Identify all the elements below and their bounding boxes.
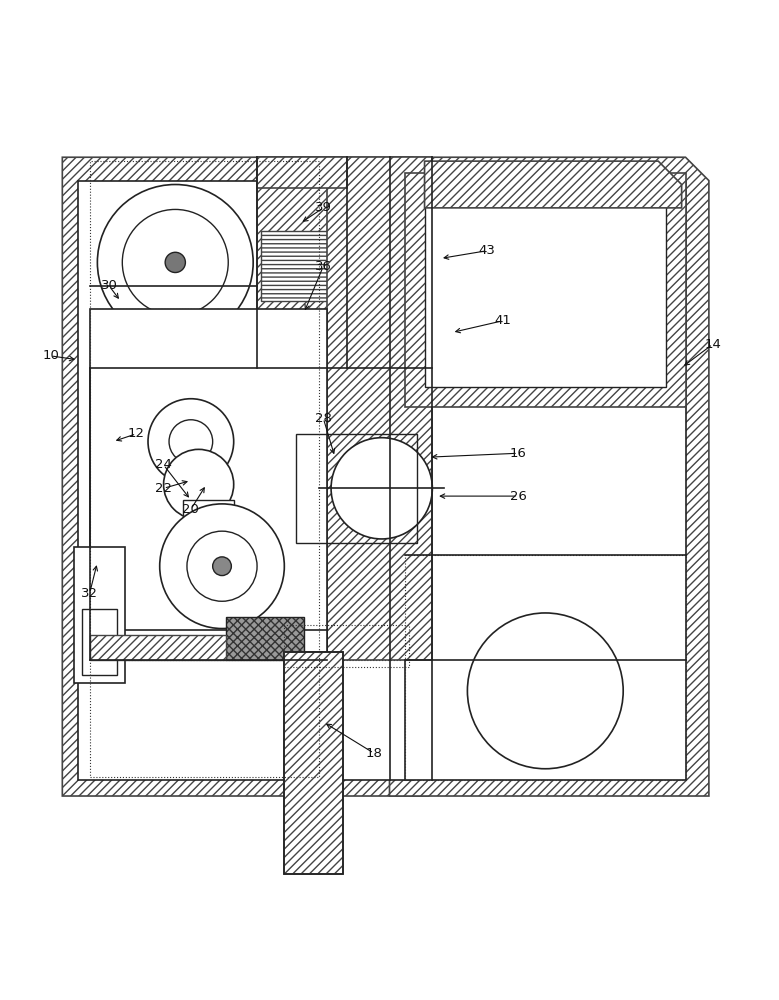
Bar — [284, 652, 343, 874]
Text: 41: 41 — [494, 314, 511, 327]
Bar — [226, 617, 304, 660]
Bar — [284, 652, 343, 874]
Bar — [90, 635, 226, 660]
Bar — [90, 309, 401, 660]
Text: 36: 36 — [315, 260, 332, 273]
Polygon shape — [390, 157, 709, 796]
Bar — [405, 555, 686, 780]
Circle shape — [169, 420, 213, 463]
Text: 12: 12 — [128, 427, 145, 440]
Bar — [78, 181, 413, 780]
Text: 16: 16 — [509, 447, 527, 460]
Bar — [257, 157, 347, 188]
Text: 18: 18 — [365, 747, 382, 760]
Text: 14: 14 — [704, 338, 721, 351]
Text: 26: 26 — [509, 490, 527, 503]
Circle shape — [213, 557, 231, 576]
Text: 30: 30 — [100, 279, 118, 292]
Text: 22: 22 — [155, 482, 172, 495]
Text: 28: 28 — [315, 412, 332, 425]
Bar — [74, 547, 125, 683]
Bar — [82, 609, 117, 675]
Bar — [425, 192, 666, 387]
Circle shape — [164, 449, 234, 519]
Bar — [296, 434, 417, 543]
Circle shape — [165, 252, 185, 273]
Circle shape — [187, 531, 257, 601]
Text: 24: 24 — [155, 458, 172, 471]
Polygon shape — [62, 157, 428, 796]
Circle shape — [467, 613, 623, 769]
Bar — [261, 231, 343, 301]
Bar — [405, 173, 686, 407]
Bar — [90, 309, 327, 660]
Bar — [90, 630, 327, 652]
Text: 43: 43 — [478, 244, 495, 257]
Bar — [90, 161, 319, 777]
Polygon shape — [425, 161, 682, 208]
Circle shape — [160, 504, 284, 629]
Circle shape — [148, 399, 234, 484]
Bar — [405, 181, 686, 780]
Circle shape — [331, 438, 432, 539]
Circle shape — [97, 185, 253, 340]
Bar — [183, 500, 234, 519]
Bar — [257, 157, 347, 368]
Bar — [284, 625, 409, 667]
Text: 32: 32 — [81, 587, 98, 600]
Bar — [226, 617, 304, 660]
Bar — [327, 157, 432, 660]
Text: 10: 10 — [42, 349, 59, 362]
Text: 20: 20 — [182, 503, 199, 516]
Text: 39: 39 — [315, 201, 332, 214]
Circle shape — [122, 209, 228, 315]
